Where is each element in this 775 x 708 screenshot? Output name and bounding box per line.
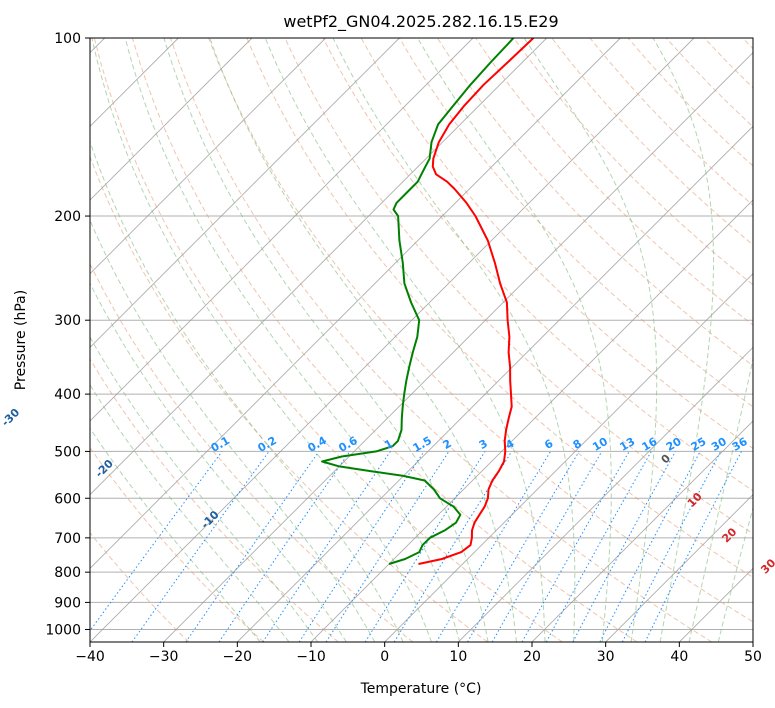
moist-adiabat-line (90, 282, 347, 642)
moist-adiabat-line (90, 336, 319, 642)
mixing-ratio-line (621, 451, 722, 642)
dry-adiabat-line (360, 38, 753, 450)
y-tick-label: 600 (54, 491, 81, 507)
moist-adiabat-line (523, 38, 658, 642)
y-tick-label: 400 (54, 387, 81, 403)
moist-adiabat-line (652, 38, 714, 642)
isotherm-line (458, 346, 753, 642)
x-tick-label: −40 (75, 649, 105, 665)
y-tick-label: 800 (54, 565, 81, 581)
mixing-ratio-line (298, 451, 425, 642)
mixing-ratio-line (572, 451, 676, 642)
x-tick-label: 50 (744, 649, 762, 665)
moist-adiabat-line (688, 356, 753, 642)
moist-adiabat-line (163, 38, 489, 642)
background-lines (90, 38, 753, 642)
moist-adiabat-line (209, 38, 517, 642)
dry-adiabat-line (93, 38, 563, 642)
dry-adiabat-line (246, 38, 753, 578)
y-axis: 100 200 300 400 500 600 700 800 900 1000 (45, 31, 90, 638)
isotherm-line (163, 52, 753, 642)
x-axis-label: Temperature (°C) (360, 681, 482, 697)
isotherm-line (90, 38, 547, 496)
isotherm-line (90, 38, 326, 275)
isotherm-line (237, 125, 753, 642)
dry-adiabat-line (90, 531, 190, 642)
mixing-ratio-line (131, 451, 270, 642)
isotherm-line (384, 273, 753, 642)
y-tick-label: 500 (54, 444, 81, 460)
moist-adiabat-line (332, 38, 576, 642)
dry-adiabat-line (208, 38, 753, 623)
x-axis: −40 −30 −20 −10 0 10 20 30 40 50 (75, 642, 762, 665)
isotherm-line (531, 420, 753, 642)
isotherm-line (90, 38, 695, 642)
x-tick-label: 20 (523, 649, 541, 665)
y-tick-label: 700 (54, 531, 81, 547)
isotherm-line (90, 38, 400, 348)
isotherm-line (605, 494, 753, 642)
moist-adiabat-line (90, 139, 404, 642)
mixing-ratio-line (545, 451, 652, 642)
x-tick-label: −20 (223, 649, 253, 665)
moist-adiabat-line (124, 38, 461, 642)
x-tick-label: −10 (296, 649, 326, 665)
dry-adiabat-line (284, 38, 753, 535)
mixing-ratio-line (325, 451, 450, 642)
x-tick-label: 30 (597, 649, 615, 665)
dry-adiabat-line (436, 38, 753, 367)
moist-adiabat-line (90, 383, 290, 642)
profile-lines (321, 38, 535, 565)
isotherm-line (752, 641, 753, 642)
x-tick-label: 0 (380, 649, 389, 665)
x-tick-label: 10 (449, 649, 467, 665)
dry-adiabat-line (90, 262, 414, 642)
mixing-ratio-line (644, 451, 742, 642)
moist-adiabat-line (91, 38, 432, 642)
y-tick-label: 100 (54, 31, 81, 47)
chart-title: wetPf2_GN04.2025.282.16.15.E29 (283, 12, 558, 32)
isotherm-line (90, 38, 474, 422)
dry-adiabat-line (90, 446, 264, 642)
isotherm-line (90, 38, 253, 201)
y-tick-label: 900 (54, 595, 81, 611)
dry-adiabat-line (131, 38, 638, 642)
dry-adiabat-line (90, 155, 488, 642)
mixing-ratio-line (218, 451, 351, 642)
temperature-profile-line (418, 38, 535, 565)
dry-adiabat-line (90, 358, 339, 642)
moist-adiabat-line (90, 218, 376, 642)
moist-adiabat-line (90, 427, 261, 642)
mixing-ratio-line (393, 451, 513, 642)
dewpoint-profile-line (321, 38, 515, 565)
x-tick-label: −30 (149, 649, 179, 665)
y-tick-label: 200 (54, 209, 81, 225)
moist-adiabat-line (717, 506, 753, 642)
y-axis-label: Pressure (hPa) (13, 290, 29, 390)
mixing-ratio-line (185, 451, 320, 642)
mixing-ratio-line (90, 451, 223, 632)
mixing-ratio-line (521, 451, 630, 642)
dry-adiabat-label: -30 (0, 406, 22, 429)
moist-adiabat-label: 30 (758, 556, 775, 576)
mixing-ratio-line (262, 451, 391, 642)
dry-adiabat-line (513, 38, 753, 286)
plot-frame (89, 37, 754, 643)
moist-adiabat-line (417, 38, 612, 642)
plot-area (90, 38, 753, 642)
isotherm-line (90, 38, 621, 569)
moist-adiabat-line (264, 38, 546, 642)
y-tick-label: 300 (54, 313, 81, 329)
dry-adiabat-line (170, 38, 712, 642)
y-tick-label: 1000 (45, 622, 81, 638)
x-tick-label: 40 (670, 649, 688, 665)
